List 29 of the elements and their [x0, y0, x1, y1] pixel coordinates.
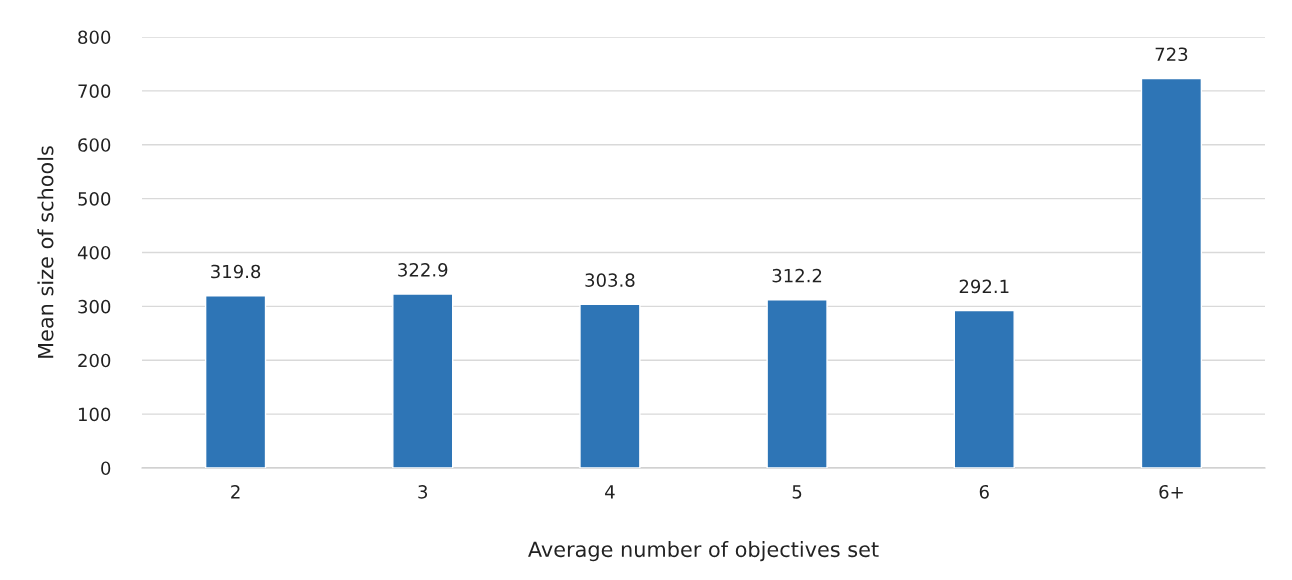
data-label: 312.2 [772, 268, 822, 283]
bar [392, 293, 454, 468]
y-tick-label: 600 [78, 138, 111, 152]
y-tick-label: 300 [78, 299, 111, 314]
data-label: 303.8 [585, 273, 635, 287]
y-tick-label: 500 [78, 192, 111, 206]
x-tick-label: 4 [605, 485, 615, 499]
y-tick-label: 800 [78, 30, 111, 45]
y-tick-label: 700 [78, 84, 111, 98]
y-tick-label: 200 [78, 353, 111, 368]
x-tick-label: 6+ [1159, 484, 1183, 499]
y-tick-label: 400 [77, 245, 111, 260]
y-tick-label: 0 [101, 461, 111, 476]
bar [766, 299, 828, 468]
x-axis-title: Average number of objectives set [528, 541, 879, 562]
x-tick-label: 2 [231, 484, 240, 499]
y-tick-label: 100 [78, 407, 111, 422]
data-label: 319.8 [211, 264, 261, 279]
x-tick-label: 3 [418, 484, 428, 499]
bar [1140, 77, 1203, 468]
data-label: 723 [1155, 47, 1188, 62]
bar [953, 309, 1015, 468]
y-axis-title: Mean size of schools [37, 146, 54, 358]
data-label: 292.1 [959, 279, 1009, 294]
x-tick-label: 6 [979, 484, 989, 499]
data-label: 322.9 [398, 262, 448, 277]
bar [579, 303, 641, 468]
bar [204, 295, 267, 468]
x-tick-label: 5 [792, 485, 802, 499]
